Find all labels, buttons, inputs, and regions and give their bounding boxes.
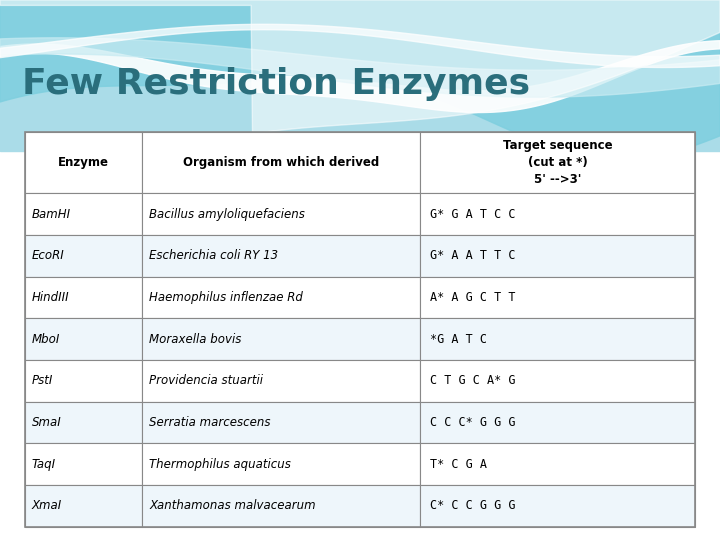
Text: Few Restriction Enzymes: Few Restriction Enzymes xyxy=(22,67,530,100)
Text: Enzyme: Enzyme xyxy=(58,157,109,170)
Bar xyxy=(25,132,695,526)
Text: Escherichia coli RY 13: Escherichia coli RY 13 xyxy=(149,249,278,262)
Text: C T G C A* G: C T G C A* G xyxy=(431,374,516,387)
Bar xyxy=(420,193,695,235)
Text: Thermophilus aquaticus: Thermophilus aquaticus xyxy=(149,457,291,470)
Text: XmaI: XmaI xyxy=(32,499,62,512)
Bar xyxy=(143,276,420,318)
Text: Organism from which derived: Organism from which derived xyxy=(183,157,379,170)
Bar xyxy=(25,276,143,318)
Bar xyxy=(25,443,143,485)
Text: TaqI: TaqI xyxy=(32,457,56,470)
Text: EcoRI: EcoRI xyxy=(32,249,65,262)
Text: A* A G C T T: A* A G C T T xyxy=(431,291,516,304)
Bar xyxy=(420,132,695,193)
Bar xyxy=(0,0,720,151)
Text: Haemophilus inflenzae Rd: Haemophilus inflenzae Rd xyxy=(149,291,303,304)
Bar xyxy=(25,360,143,402)
Bar xyxy=(420,235,695,276)
Bar xyxy=(143,235,420,276)
Text: *G A T C: *G A T C xyxy=(431,333,487,346)
Bar xyxy=(143,402,420,443)
Text: T* C G A: T* C G A xyxy=(431,457,487,470)
Bar xyxy=(420,276,695,318)
Bar xyxy=(25,132,143,193)
Text: G* A A T T C: G* A A T T C xyxy=(431,249,516,262)
Bar xyxy=(25,485,143,526)
Bar xyxy=(143,360,420,402)
Text: Serratia marcescens: Serratia marcescens xyxy=(149,416,271,429)
Bar xyxy=(420,402,695,443)
Bar xyxy=(143,318,420,360)
Text: Bacillus amyloliquefaciens: Bacillus amyloliquefaciens xyxy=(149,208,305,221)
Bar xyxy=(143,443,420,485)
Bar xyxy=(143,485,420,526)
Bar xyxy=(420,443,695,485)
Bar xyxy=(420,485,695,526)
Bar xyxy=(420,360,695,402)
Text: Providencia stuartii: Providencia stuartii xyxy=(149,374,263,387)
Bar xyxy=(25,235,143,276)
Bar xyxy=(25,318,143,360)
Bar xyxy=(143,193,420,235)
Text: SmaI: SmaI xyxy=(32,416,62,429)
Text: HindIII: HindIII xyxy=(32,291,70,304)
Text: MboI: MboI xyxy=(32,333,60,346)
Text: C C C* G G G: C C C* G G G xyxy=(431,416,516,429)
Text: G* G A T C C: G* G A T C C xyxy=(431,208,516,221)
Text: BamHI: BamHI xyxy=(32,208,71,221)
Text: Target sequence
(cut at *)
5' -->3': Target sequence (cut at *) 5' -->3' xyxy=(503,139,612,186)
Bar xyxy=(25,402,143,443)
Bar xyxy=(420,318,695,360)
Text: Xanthamonas malvacearum: Xanthamonas malvacearum xyxy=(149,499,315,512)
Bar xyxy=(25,193,143,235)
Bar xyxy=(143,132,420,193)
Text: PstI: PstI xyxy=(32,374,53,387)
Text: C* C C G G G: C* C C G G G xyxy=(431,499,516,512)
Text: Moraxella bovis: Moraxella bovis xyxy=(149,333,241,346)
